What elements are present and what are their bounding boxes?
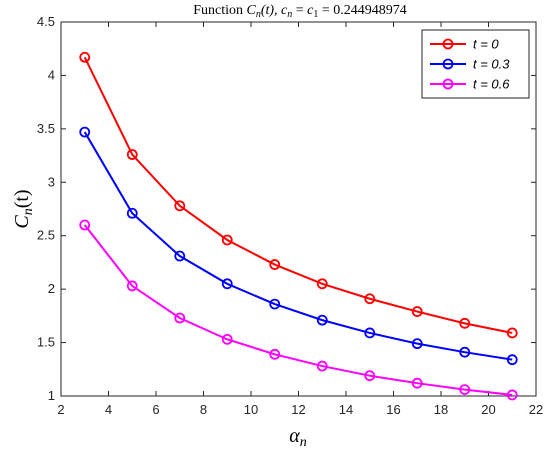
legend-label: t = 0.6 (473, 77, 510, 92)
series-layer (79, 51, 518, 401)
title-func-sub: n (256, 9, 261, 20)
legend-marker (442, 58, 454, 70)
x-tick-label: 8 (200, 402, 207, 417)
data-point (126, 280, 138, 292)
data-point (174, 312, 186, 324)
legend-marker (442, 38, 454, 50)
data-point (506, 389, 518, 401)
data-point (459, 384, 471, 395)
x-axis-label: αn (289, 425, 307, 449)
y-tick-label: 3 (48, 174, 55, 189)
data-point (316, 314, 328, 326)
y-axis-label: Cn(t) (11, 189, 36, 228)
axis-ticks: 2 4 6 8 10 12 14 16 18 20 22 1 1.5 2 2.5 3 3.5 4 4.5 (37, 14, 543, 417)
y-tick-label: 2.5 (37, 228, 55, 243)
data-point (126, 149, 138, 160)
y-axis-label-rest: (t) (11, 189, 33, 208)
x-tick-label: 12 (291, 402, 305, 417)
data-point (174, 250, 186, 262)
y-tick-label: 1 (48, 388, 55, 403)
data-point (269, 348, 281, 360)
data-point (269, 259, 281, 270)
title-func-arg: (t), (261, 3, 281, 18)
data-point (459, 346, 471, 358)
data-point (364, 370, 376, 382)
data-point (79, 126, 91, 138)
y-axis-label-main: C (11, 215, 33, 229)
chart-title: Function Cn(t), cn = c1 = 0.244948974 (193, 3, 407, 20)
title-eq1: = (292, 3, 307, 18)
data-point (506, 354, 518, 366)
data-point (411, 306, 423, 317)
data-point (221, 234, 233, 246)
legend: t = 0 t = 0.3 t = 0.6 (421, 29, 530, 99)
title-prefix: Function (193, 3, 246, 18)
y-tick-label: 3.5 (37, 121, 55, 136)
data-point (364, 293, 376, 305)
data-point (459, 317, 471, 329)
title-var2: c (307, 3, 314, 18)
legend-marker (442, 78, 454, 90)
title-var: c (281, 3, 288, 18)
series-line (83, 131, 513, 361)
data-point (364, 327, 376, 339)
x-tick-label: 10 (244, 402, 258, 417)
legend-label: t = 0.3 (473, 57, 510, 72)
x-tick-label: 14 (339, 402, 353, 417)
data-point (221, 278, 233, 290)
x-axis-label-sub: n (300, 435, 307, 449)
data-point (411, 377, 423, 389)
data-point (221, 333, 233, 345)
x-tick-label: 18 (434, 402, 448, 417)
data-point (126, 207, 138, 219)
x-tick-label: 4 (105, 402, 112, 417)
title-var2-sub: 1 (313, 9, 318, 20)
y-tick-label: 4 (48, 67, 55, 82)
x-tick-label: 2 (57, 402, 64, 417)
x-tick-label: 16 (386, 402, 400, 417)
data-point (506, 327, 518, 339)
x-tick-label: 20 (481, 402, 495, 417)
y-axis-label-sub: n (21, 208, 36, 215)
data-point (316, 278, 328, 290)
data-point (79, 219, 91, 231)
title-func: C (246, 3, 256, 18)
data-point (79, 51, 91, 63)
series-line (83, 56, 513, 334)
title-value: 0.244948974 (333, 3, 407, 18)
x-axis-label-main: α (289, 425, 300, 447)
y-tick-label: 2 (48, 281, 55, 296)
series-line (83, 224, 513, 396)
y-tick-label: 1.5 (37, 335, 55, 350)
x-tick-label: 22 (529, 402, 543, 417)
legend-label: t = 0 (473, 37, 499, 52)
title-eq2: = (318, 3, 333, 18)
y-tick-label: 4.5 (37, 14, 55, 29)
data-point (316, 360, 328, 372)
data-point (269, 298, 281, 310)
data-point (174, 200, 186, 212)
title-var-sub: n (287, 9, 292, 20)
x-tick-label: 6 (152, 402, 159, 417)
data-point (411, 338, 423, 350)
